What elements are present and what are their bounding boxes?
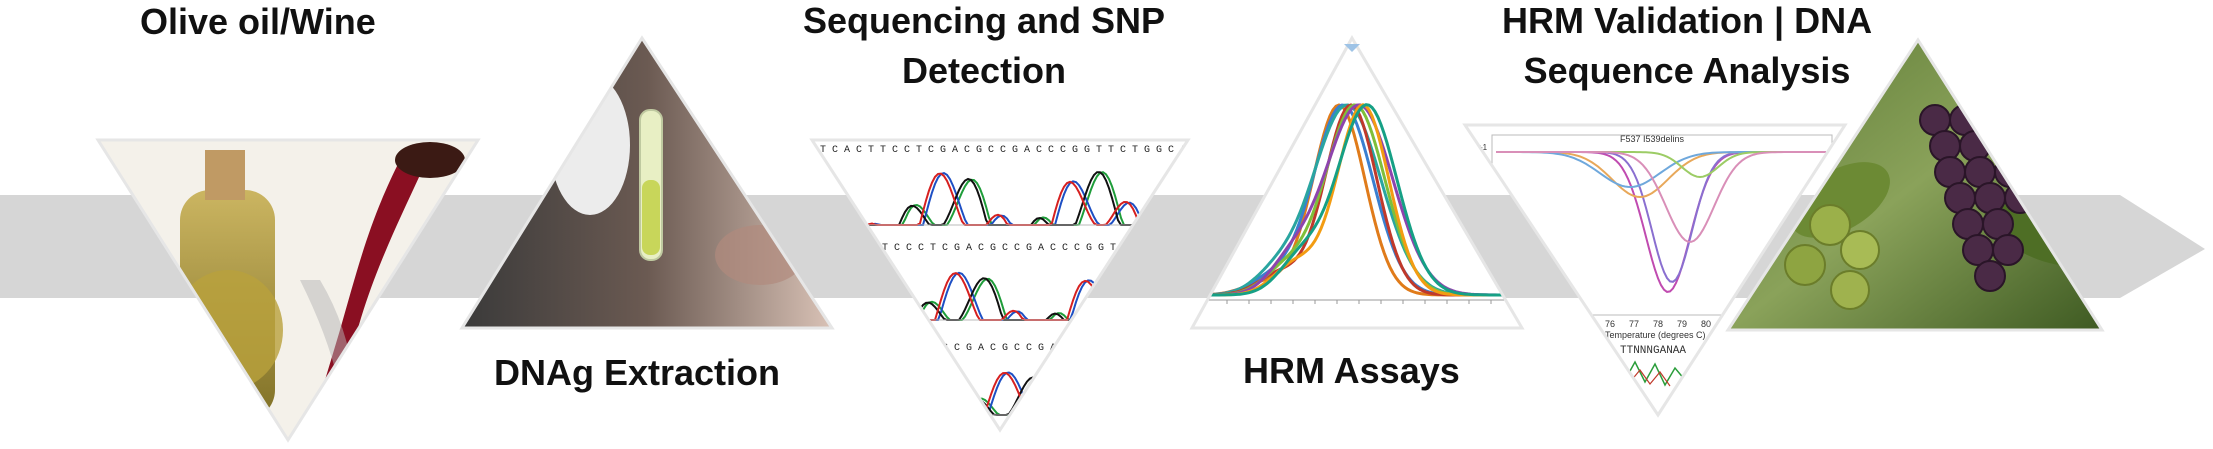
dna-extraction-frame [459,35,835,330]
validation-x-tick: 79 [1677,319,1687,329]
grape-icon [1974,260,2006,292]
validation-x-tick: 78 [1653,319,1663,329]
hrm-marker-icon [1344,44,1360,52]
validation-x-tick: 80 [1701,319,1711,329]
hrm-validation-frame [1462,123,1848,418]
grape-icon [1992,234,2024,266]
hrm-curve [1198,103,1513,297]
step-label-sequencing-line1: Sequencing and SNP [803,0,1166,41]
step-label-hrm-validation-line1: HRM Validation | DNA [1502,0,1873,41]
validation-y-tick: 0 [1478,160,1483,169]
step-label-olive-oil-wine-text: Olive oil/Wine [140,1,376,42]
grape-icon [1979,104,2011,136]
step-label-sequencing: Sequencing and SNP Detection [803,0,1165,96]
step-label-hrm-assays: HRM Assays [1243,346,1460,396]
chromatogram-frame [809,138,1191,433]
olive-oil-wine-frame [95,138,481,443]
grape-icon [2019,130,2051,162]
step-label-hrm-assays-text: HRM Assays [1243,350,1460,391]
sequence-bases-row3: C G C G A C G C C G A C C C [930,343,1092,354]
step-label-hrm-validation-line2: Sequence Analysis [1523,50,1851,91]
validation-plot-xlabel: Temperature (degrees C) [1605,330,1706,340]
validation-x-tick: 76 [1605,319,1615,329]
sequence-bases-row1: T C A C T T C C T C G A C G C C G A C C … [820,145,1186,156]
grape-icon [1929,130,1961,162]
validation-x-tick: 77 [1629,319,1639,329]
step-label-olive-oil-wine: Olive oil/Wine [140,0,376,47]
hrm-curves-image [1192,38,1522,328]
step-label-dnag-extraction: DNAg Extraction [494,348,780,398]
validation-y-tick: -1 [1478,177,1486,186]
grape-icon [2009,104,2041,136]
validation-plot-title: F537 I539delins [1620,134,1685,144]
dna-extraction-image [462,38,832,328]
validation-curve [1496,151,1826,243]
step-label-dnag-extraction-text: DNAg Extraction [494,352,781,393]
olives-grapes-frame [1725,37,2105,332]
grape-icon [1989,130,2021,162]
validation-y-tick: +1 [1478,143,1488,152]
sequence-bases-row2: C T C C C T C G A C G C C G A C C C G G … [870,243,1140,254]
step-label-hrm-validation: HRM Validation | DNA Sequence Analysis [1502,0,1872,96]
step-label-sequencing-line2: Detection [902,50,1067,91]
hrm-curves-frame [1189,34,1525,330]
validation-sequence-text: TTNNNGANAA [1620,345,1686,357]
